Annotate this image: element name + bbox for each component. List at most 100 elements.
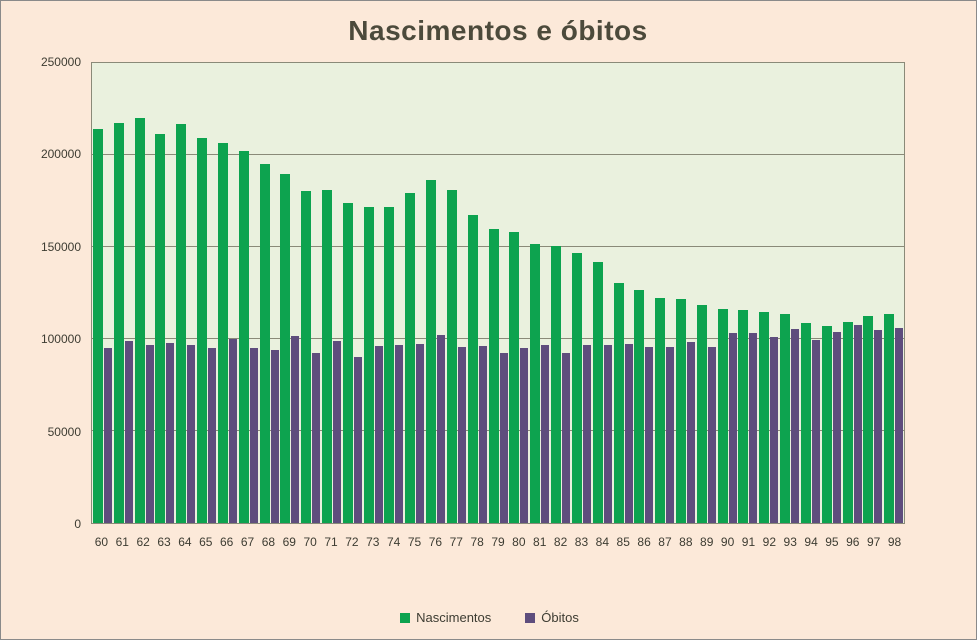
births-bar[interactable] [551,246,562,523]
births-bar[interactable] [634,290,645,523]
x-tick-label: 77 [449,535,463,549]
deaths-bar[interactable] [728,333,737,523]
births-bar[interactable] [113,122,124,523]
x-tick-label: 98 [887,535,902,549]
births-bar[interactable] [571,252,582,523]
deaths-bar[interactable] [853,325,862,523]
births-bar[interactable] [842,321,853,523]
deaths-bar[interactable] [895,327,904,523]
births-bar[interactable] [717,308,728,523]
deaths-bar[interactable] [582,345,591,523]
bar-group [779,63,800,523]
deaths-bar[interactable] [645,347,654,523]
legend-item[interactable]: Nascimentos [400,610,491,625]
y-tick-label: 250000 [40,55,81,69]
deaths-bar[interactable] [166,342,175,523]
deaths-bar[interactable] [624,343,633,523]
bar-group [196,63,217,523]
births-bar[interactable] [738,309,749,523]
births-bar[interactable] [134,118,145,523]
deaths-bar[interactable] [374,346,383,523]
y-tick-label: 100000 [40,332,81,347]
bar-group [259,63,280,523]
births-bar[interactable] [259,164,270,523]
births-bar[interactable] [197,137,208,523]
births-bar[interactable] [155,133,166,523]
births-bar[interactable] [696,304,707,523]
deaths-bar[interactable] [291,336,300,523]
deaths-bar[interactable] [520,348,529,523]
births-bar[interactable] [800,323,811,523]
births-bar[interactable] [509,232,520,523]
deaths-bar[interactable] [249,348,258,523]
births-bar[interactable] [93,129,103,523]
births-bar[interactable] [363,207,374,523]
births-bar[interactable] [426,179,437,523]
births-bar[interactable] [322,189,333,523]
deaths-bar[interactable] [791,328,800,523]
births-bar[interactable] [759,312,770,523]
deaths-bar[interactable] [457,347,466,523]
deaths-bar[interactable] [874,329,883,523]
deaths-bar[interactable] [312,352,321,523]
deaths-bar[interactable] [228,339,237,523]
legend: Nascimentos Óbitos [1,610,976,625]
births-bar[interactable] [675,299,686,523]
deaths-bar[interactable] [353,357,362,523]
births-bar[interactable] [863,316,874,523]
births-bar[interactable] [780,314,791,523]
y-tick-label: 0 [74,517,81,531]
bar-group [758,63,779,523]
deaths-bar[interactable] [124,340,133,523]
births-bar[interactable] [613,282,624,523]
bar-group [675,63,696,523]
deaths-bar[interactable] [208,348,217,523]
births-bar[interactable] [217,143,228,523]
deaths-bar[interactable] [145,345,154,523]
deaths-bar[interactable] [270,350,279,523]
births-bar[interactable] [488,228,499,523]
births-bar[interactable] [592,261,603,523]
bar-group [175,63,196,523]
deaths-bar[interactable] [832,331,841,523]
x-tick-label: 81 [533,535,547,549]
deaths-bar[interactable] [416,343,425,523]
x-tick-label: 97 [867,535,881,549]
births-bar[interactable] [238,151,249,523]
deaths-bar[interactable] [811,339,820,523]
deaths-bar[interactable] [104,348,112,523]
births-bar[interactable] [655,297,666,523]
deaths-bar[interactable] [562,352,571,523]
births-bar[interactable] [821,326,832,523]
deaths-bar[interactable] [478,346,487,523]
deaths-bar[interactable] [395,344,404,523]
births-bar[interactable] [176,123,187,523]
bar-group [737,63,758,523]
x-tick-label: 90 [720,535,735,549]
deaths-bar[interactable] [499,352,508,523]
deaths-bar[interactable] [707,347,716,523]
births-bar[interactable] [301,190,312,523]
legend-item[interactable]: Óbitos [525,610,579,625]
deaths-bar[interactable] [437,335,446,523]
deaths-bar[interactable] [187,344,196,523]
births-bar[interactable] [342,202,353,523]
births-bar[interactable] [384,207,395,523]
births-bar[interactable] [446,189,457,523]
births-bar[interactable] [405,192,416,523]
births-bar[interactable] [884,314,895,523]
deaths-bar[interactable] [333,340,342,523]
y-axis-labels: 250000 200000 150000 100000 50000 0 [1,1,85,639]
births-bar[interactable] [467,214,478,523]
bar-group [592,63,613,523]
deaths-bar[interactable] [749,332,758,523]
deaths-bar[interactable] [666,347,675,523]
births-bar[interactable] [280,174,291,523]
deaths-bar[interactable] [686,341,695,523]
y-tick-label: 50000 [47,424,81,439]
births-bar[interactable] [530,244,541,523]
deaths-bar[interactable] [770,337,779,523]
deaths-bar[interactable] [541,344,550,523]
x-tick-label: 66 [219,535,234,549]
deaths-bar[interactable] [603,344,612,523]
